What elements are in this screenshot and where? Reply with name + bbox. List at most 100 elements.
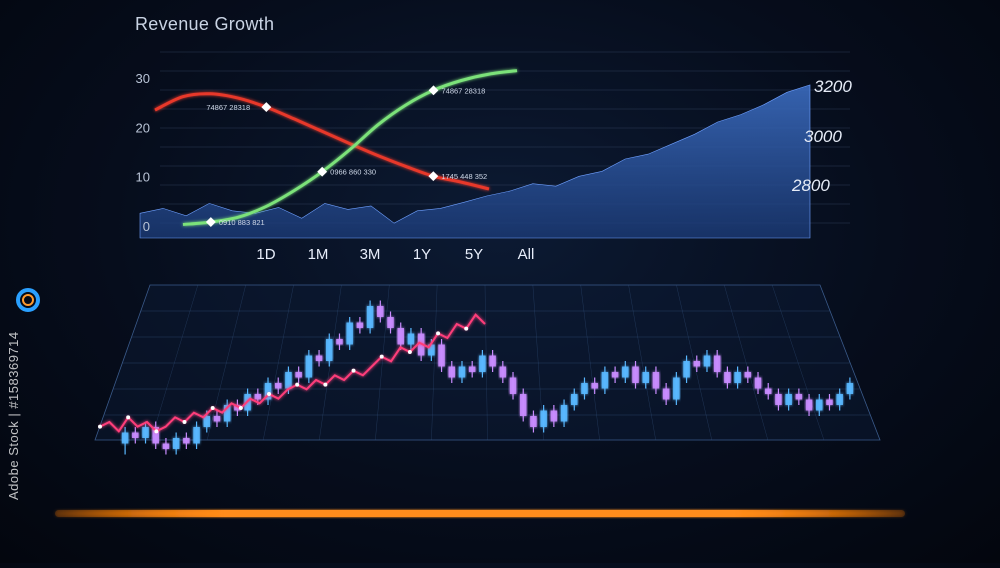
right-tick-label: 3000	[804, 127, 842, 146]
range-3m-button[interactable]: 3M	[344, 244, 396, 265]
candle-body	[203, 416, 211, 427]
candle-body	[713, 355, 721, 372]
area-series	[139, 84, 811, 239]
data-point-marker	[428, 171, 439, 182]
y-tick-label: 20	[136, 120, 150, 135]
lower-grid-line	[724, 284, 769, 441]
candle-body	[468, 366, 476, 372]
candle-body	[764, 388, 772, 394]
y-tick-label: 30	[136, 71, 150, 86]
pink-series-point	[267, 392, 272, 396]
candle-body	[509, 377, 517, 394]
right-tick-label: 3200	[814, 77, 852, 96]
candle-body	[530, 416, 537, 427]
candle-body	[407, 333, 415, 345]
candle-body	[193, 427, 200, 444]
candle-body	[132, 432, 139, 438]
candle-body	[234, 405, 241, 411]
candle-body	[540, 410, 547, 427]
pink-series-point	[407, 350, 412, 354]
lower-panel	[94, 284, 881, 441]
range-1y-button[interactable]: 1Y	[396, 244, 448, 265]
range-5y-button[interactable]: 5Y	[448, 244, 500, 265]
orange-bar	[55, 510, 905, 517]
candle-body	[448, 366, 456, 378]
candle-body	[560, 405, 568, 422]
candle-body	[846, 383, 854, 394]
lower-grid-line	[771, 284, 825, 441]
candle-body	[632, 366, 639, 383]
candle-body	[571, 394, 578, 405]
candle-body	[550, 410, 558, 422]
data-point-marker	[261, 102, 272, 113]
lower-grid-line	[580, 284, 600, 441]
candle-body	[377, 306, 384, 317]
data-point-marker	[317, 166, 328, 177]
y-axis-ticks: 0 10 20 30	[136, 71, 150, 234]
candle-body	[693, 361, 701, 367]
candle-body	[336, 339, 343, 345]
pink-series-points	[98, 326, 469, 434]
candle-body	[356, 322, 364, 328]
candle-body	[683, 361, 690, 378]
candle-body	[785, 394, 792, 405]
candlestick-series	[121, 300, 854, 455]
right-axis-ticks: 2800 3000 3200	[791, 77, 852, 195]
candle-body	[428, 344, 435, 356]
range-all-button[interactable]: All	[500, 244, 552, 265]
candle-body	[826, 399, 833, 405]
candle-body	[295, 372, 302, 378]
candle-body	[775, 394, 782, 405]
pink-series-point	[436, 331, 441, 336]
lower-grid-line	[262, 284, 294, 441]
lower-grid-line	[206, 284, 246, 441]
pink-series-line	[99, 313, 486, 433]
candle-body	[254, 394, 262, 400]
ring-icon-inner	[22, 294, 34, 306]
pink-series-point	[295, 382, 300, 387]
candle-body	[591, 383, 598, 389]
candle-body	[387, 317, 394, 328]
candle-body	[326, 339, 333, 361]
data-point-label: 1745 448 352	[441, 172, 487, 181]
data-point-label: 74867 28318	[442, 86, 486, 95]
pink-series-point	[98, 424, 102, 429]
range-1m-button[interactable]: 1M	[292, 244, 344, 265]
candle-body	[274, 383, 282, 389]
pink-series-point	[210, 406, 215, 410]
candle-body	[724, 372, 731, 383]
pink-series-point	[126, 415, 131, 420]
y-tick-label: 10	[136, 170, 150, 185]
data-point-marker	[428, 85, 439, 96]
candle-body	[795, 394, 803, 400]
candle-body	[285, 372, 292, 389]
candle-body	[223, 405, 231, 422]
candle-body	[264, 383, 272, 400]
candle-body	[346, 322, 353, 345]
pink-series-point	[238, 406, 243, 410]
ring-icon	[16, 288, 40, 312]
data-point-marker	[205, 217, 216, 228]
lower-grid-line	[375, 284, 390, 441]
pink-series-point	[154, 429, 159, 434]
candle-body	[652, 372, 660, 389]
range-1d-button[interactable]: 1D	[240, 244, 292, 265]
candle-body	[805, 399, 813, 411]
candle-body	[673, 377, 680, 400]
candle-body	[479, 355, 486, 372]
candle-body	[172, 438, 180, 449]
candle-body	[754, 377, 762, 389]
right-tick-label: 2800	[791, 176, 830, 195]
lower-grid-line	[319, 284, 342, 441]
pink-series-point	[379, 354, 384, 359]
data-point-label: 0910 883 821	[219, 218, 265, 227]
candle-body	[366, 306, 374, 328]
candle-body	[121, 432, 129, 444]
candle-body	[183, 438, 190, 444]
lower-grid-line	[431, 284, 438, 441]
pink-series-point	[464, 326, 469, 331]
data-point-label: 0966 860 330	[330, 168, 376, 177]
time-range-selector: 1D 1M 3M 1Y 5Y All	[240, 244, 552, 265]
candle-body	[581, 383, 588, 394]
